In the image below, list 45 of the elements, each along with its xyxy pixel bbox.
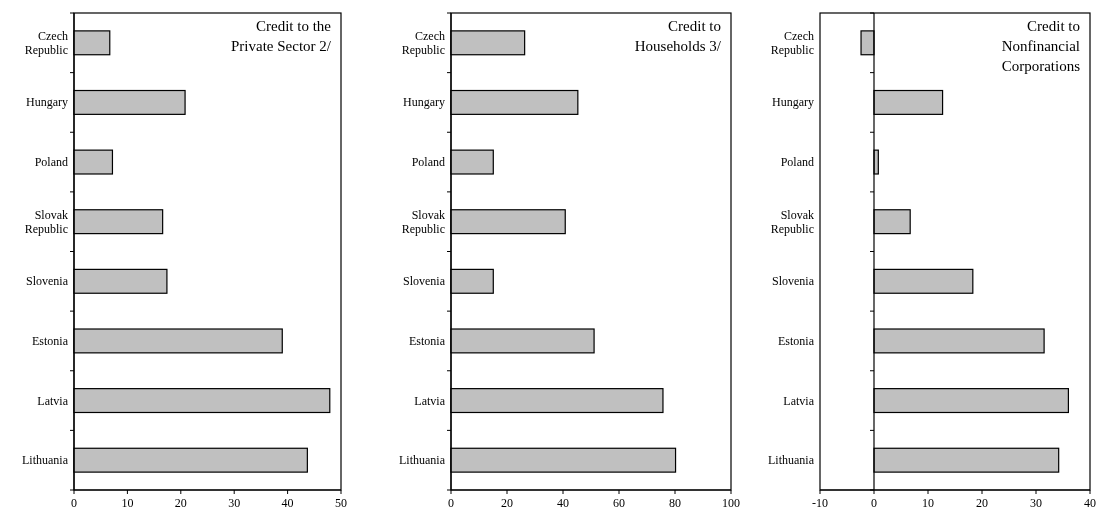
x-tick-label: 80 [669,496,681,510]
y-tick-label: Poland [411,155,445,170]
x-tick-label: 20 [976,496,988,510]
x-tick-label: 60 [613,496,625,510]
text: Credit to Households 3/ [634,18,722,54]
y-tick-label: Latvia [37,393,69,408]
y-tick-label: Slovak Republic [24,207,68,236]
y-tick-label: Hungary [772,95,814,110]
y-tick-label: Lithuania [399,453,446,468]
x-tick-label: 10 [922,496,934,510]
y-tick-label: Czech Republic [24,28,68,57]
x-tick-label: 30 [228,496,241,510]
x-tick-label: 0 [448,496,454,510]
x-tick-label: 20 [174,496,187,510]
x-tick-label: -10 [812,496,828,510]
y-tick-label: Poland [780,155,814,170]
x-tick-label: 10 [121,496,134,510]
y-tick-label: Slovak Republic [401,207,445,236]
y-tick-label: Poland [34,155,68,170]
y-tick-label: Slovak Republic [770,207,814,236]
y-tick-label: Lithuania [768,453,815,468]
y-tick-label: Estonia [409,333,446,348]
x-tick-label: 100 [722,496,740,510]
y-tick-label: Estonia [778,333,815,348]
x-tick-label: 30 [1030,496,1042,510]
x-tick-label: 50 [335,496,347,510]
y-tick-label: Slovenia [403,274,446,289]
y-tick-label: Lithuania [22,453,69,468]
x-tick-label: 0 [871,496,877,510]
x-tick-label: 20 [501,496,513,510]
x-tick-label: 40 [281,496,294,510]
x-tick-label: 0 [71,496,77,510]
y-tick-label: Slovenia [26,274,69,289]
y-tick-label: Czech Republic [401,28,445,57]
x-tick-label: 40 [557,496,569,510]
text: Credit to the Private Sector 2/ [231,18,332,54]
y-tick-label: Hungary [403,95,445,110]
y-tick-label: Estonia [32,333,69,348]
y-tick-label: Hungary [26,95,68,110]
y-tick-label: Latvia [414,393,446,408]
y-tick-label: Czech Republic [770,28,814,57]
y-tick-label: Latvia [783,393,815,408]
text: Credit to Nonfinancial Corporations [1001,18,1081,74]
y-tick-label: Slovenia [772,274,815,289]
x-tick-label: 40 [1084,496,1096,510]
